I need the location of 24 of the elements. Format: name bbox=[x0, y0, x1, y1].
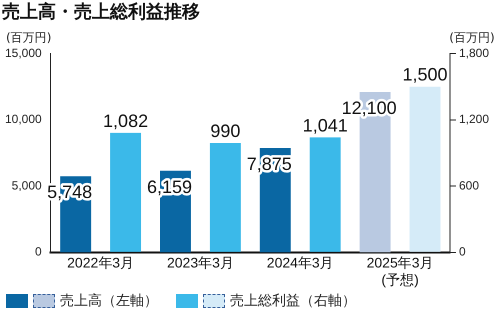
x-tick-label: 2024年3月 bbox=[266, 254, 334, 271]
y2-tick-label: 1,200 bbox=[458, 112, 490, 126]
chart-title: 売上高・売上総利益推移 bbox=[2, 1, 200, 22]
bar bbox=[410, 86, 440, 252]
bar bbox=[310, 137, 341, 252]
data-label: 1,082 bbox=[103, 110, 148, 131]
y-tick-label: 5,000 bbox=[12, 178, 42, 192]
x-tick-label: 2023年3月 bbox=[166, 254, 234, 271]
bar bbox=[110, 132, 142, 252]
x-tick-label: 2025年3月 (予想) bbox=[366, 254, 434, 288]
bar bbox=[210, 143, 241, 252]
y2-tick-label: 1,800 bbox=[458, 46, 490, 60]
data-label: 990 bbox=[210, 121, 240, 142]
y2-tick-label: 600 bbox=[458, 178, 480, 192]
y2-axis-title: (百万円) bbox=[449, 30, 495, 45]
data-label: 1,500 bbox=[402, 64, 448, 85]
legend-label: 売上総利益（右軸） bbox=[230, 292, 356, 310]
y-tick-label: 0 bbox=[35, 244, 42, 259]
y-axis-title: (百万円) bbox=[6, 30, 52, 45]
y2-tick-label: 0 bbox=[458, 244, 466, 259]
y-tick-label: 15,000 bbox=[5, 46, 42, 60]
y-tick-label: 10,000 bbox=[5, 112, 42, 126]
x-tick-label: 2022年3月 bbox=[67, 254, 134, 271]
legend-label: 売上高（左軸） bbox=[60, 292, 158, 310]
